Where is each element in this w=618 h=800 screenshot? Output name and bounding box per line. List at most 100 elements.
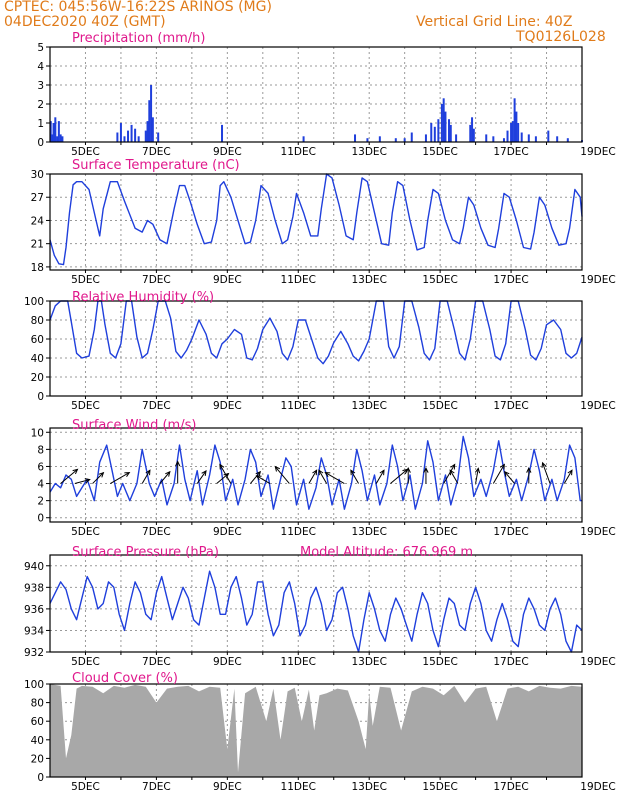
y-tick-label: 5 xyxy=(37,42,44,54)
y-tick-label: 934 xyxy=(24,625,44,637)
wind-arrow xyxy=(196,470,207,484)
rh-title: Relative Humidity (%) xyxy=(72,290,214,305)
wind-arrow xyxy=(60,469,78,484)
x-tick-label: 13DEC xyxy=(351,274,386,286)
wind-arrow xyxy=(325,472,345,484)
x-tick-label: 11DEC xyxy=(281,274,316,286)
x-tick-label: 19DEC xyxy=(580,656,615,668)
x-tick-label: 15DEC xyxy=(422,781,457,793)
panel-press: 932 934 936 938 940 5DEC 7DEC 9DEC 11DEC 13DEC 15D… xyxy=(24,545,616,668)
precip-bar xyxy=(57,121,60,142)
y-tick-label: 2 xyxy=(37,496,44,508)
x-tick-label: 13DEC xyxy=(351,400,386,412)
precip-bar xyxy=(123,136,126,142)
x-tick-label: 9DEC xyxy=(213,781,242,793)
wind-arrow-head xyxy=(98,471,105,478)
y-tick-label: 0 xyxy=(37,513,44,525)
precip-bar xyxy=(410,132,413,142)
y-tick-label: 4 xyxy=(37,61,44,73)
precip-bar xyxy=(378,136,381,142)
precip-bar xyxy=(444,111,447,142)
precip-bar xyxy=(547,130,550,142)
x-tick-label: 17DEC xyxy=(493,400,528,412)
rh-plot-frame xyxy=(49,300,583,397)
precip-bar xyxy=(119,123,122,142)
wind-arrow xyxy=(110,472,130,484)
y-tick-label: 27 xyxy=(31,192,44,204)
wind-arrow-head xyxy=(124,471,131,477)
wind-arrow-head xyxy=(450,463,456,470)
wind-arrow-head xyxy=(499,463,505,470)
precip-plot-frame xyxy=(49,46,583,143)
press-annotation: Model Altitude: 676.969 m xyxy=(300,545,473,560)
precip-bar xyxy=(146,121,149,142)
precip-bar xyxy=(442,98,445,142)
x-tick-label: 19DEC xyxy=(580,526,615,538)
y-tick-label: 3 xyxy=(37,80,44,92)
x-tick-label: 7DEC xyxy=(142,146,171,158)
x-tick-label: 19DEC xyxy=(580,400,615,412)
wind-arrow-head xyxy=(255,475,262,481)
precip-bar xyxy=(513,98,516,142)
x-tick-label: 7DEC xyxy=(142,656,171,668)
y-tick-label: 18 xyxy=(31,262,44,274)
precip-bar xyxy=(566,138,569,142)
panel-cloud: 0 20 40 60 80 100 5DEC 7DEC 9DEC 11DEC 13DEC 15DEC 1… xyxy=(24,671,616,793)
x-tick-label: 17DEC xyxy=(493,656,528,668)
header: CPTEC: 045:56W-16:22S ARINOS (MG) 04DEC2… xyxy=(0,0,618,48)
precip-bar xyxy=(51,134,54,142)
precip-bar xyxy=(116,132,119,142)
wind-arrow xyxy=(492,464,505,484)
precip-bar xyxy=(144,130,147,142)
cloud-title: Cloud Cover (%) xyxy=(72,671,178,686)
wind-arrow-head xyxy=(219,463,225,470)
precip-bar xyxy=(485,134,488,142)
precip-bar xyxy=(472,128,475,142)
precip-bar xyxy=(302,136,305,142)
precip-bar xyxy=(556,136,559,142)
panel-precip: 0 1 2 3 4 5 5DEC 7DEC 9DEC 11DEC 13DEC 15DEC 17DEC 19… xyxy=(37,31,615,158)
precip-bar xyxy=(61,136,64,142)
wind-arrow-head xyxy=(84,478,91,484)
precip-bar xyxy=(56,136,59,142)
precip-bar xyxy=(534,136,537,142)
header-station: CPTEC: 045:56W-16:22S ARINOS (MG) xyxy=(4,0,272,15)
x-tick-label: 17DEC xyxy=(493,781,528,793)
wind-arrow-head xyxy=(318,469,324,476)
y-tick-label: 0 xyxy=(37,391,44,403)
y-tick-label: 4 xyxy=(37,479,44,491)
x-tick-label: 11DEC xyxy=(281,146,316,158)
header-model: TQ0126L028 xyxy=(516,29,606,45)
x-tick-label: 17DEC xyxy=(493,526,528,538)
y-tick-label: 40 xyxy=(31,353,44,365)
x-tick-label: 7DEC xyxy=(142,781,171,793)
wind-arrow-head xyxy=(350,469,356,476)
y-tick-label: 60 xyxy=(31,716,44,728)
wind-arrow-head xyxy=(145,469,151,476)
x-tick-label: 7DEC xyxy=(142,274,171,286)
x-tick-label: 15DEC xyxy=(422,400,457,412)
y-tick-label: 1 xyxy=(37,118,44,130)
y-tick-label: 60 xyxy=(31,334,44,346)
x-tick-label: 15DEC xyxy=(422,146,457,158)
x-tick-label: 19DEC xyxy=(580,781,615,793)
x-tick-label: 11DEC xyxy=(281,526,316,538)
y-tick-label: 40 xyxy=(31,735,44,747)
wind-arrow-head xyxy=(567,469,573,476)
x-tick-label: 7DEC xyxy=(142,526,171,538)
precip-bar xyxy=(437,119,440,142)
x-tick-label: 17DEC xyxy=(493,146,528,158)
precip-bar xyxy=(137,136,140,142)
wind-arrow-head xyxy=(503,470,510,477)
x-tick-label: 13DEC xyxy=(351,526,386,538)
y-tick-label: 936 xyxy=(24,604,44,616)
precip-bar xyxy=(449,124,452,142)
precip-bar xyxy=(49,121,52,142)
precip-bar xyxy=(430,123,433,142)
precip-bar xyxy=(403,138,406,142)
y-tick-label: 21 xyxy=(31,239,44,251)
x-tick-label: 5DEC xyxy=(71,656,100,668)
header-run-time: 04DEC2020 40Z (GMT) xyxy=(4,14,166,30)
precip-bar xyxy=(52,123,55,142)
